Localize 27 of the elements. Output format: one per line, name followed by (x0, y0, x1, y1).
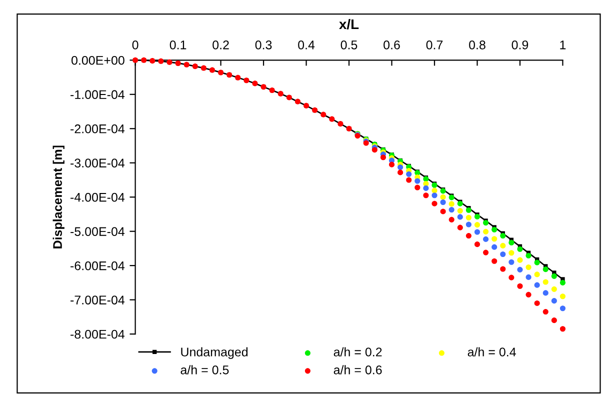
x-axis-title: x/L (339, 18, 359, 30)
x-tick-label: 0.5 (340, 40, 358, 50)
legend-label: a/h = 0.5 (180, 365, 229, 374)
legend-label: a/h = 0.2 (334, 347, 382, 356)
y-axis-title: Displacement [m] (52, 146, 64, 248)
y-tick-label: -5.00E-04 (70, 227, 125, 236)
x-tick-label: 1 (560, 40, 566, 50)
x-tick-label: 0.6 (384, 40, 400, 50)
y-tick-label: -6.00E-04 (70, 261, 125, 270)
x-tick-label: 0.2 (212, 40, 229, 50)
x-tick-label: 0.1 (170, 40, 186, 50)
y-tick-label: -4.00E-04 (70, 192, 125, 202)
x-tick-label: 0.7 (426, 40, 443, 50)
legend-label: a/h = 0.4 (468, 347, 516, 356)
y-tick-label: -1.00E-04 (70, 90, 125, 100)
y-tick-label: 0.00E+00 (72, 56, 124, 65)
y-tick-label: -3.00E-04 (70, 158, 125, 168)
legend-label: a/h = 0.6 (334, 365, 382, 374)
x-tick-label: 0.9 (512, 40, 528, 50)
x-tick-label: 0 (132, 40, 138, 50)
x-tick-label: 0.8 (469, 40, 486, 50)
y-tick-label: -2.00E-04 (70, 124, 125, 134)
y-tick-label: -8.00E-04 (70, 330, 125, 339)
x-tick-label: 0.3 (255, 40, 272, 50)
y-tick-label: -7.00E-04 (70, 296, 125, 304)
legend-label: Undamaged (181, 347, 248, 359)
x-tick-label: 0.4 (298, 40, 315, 50)
